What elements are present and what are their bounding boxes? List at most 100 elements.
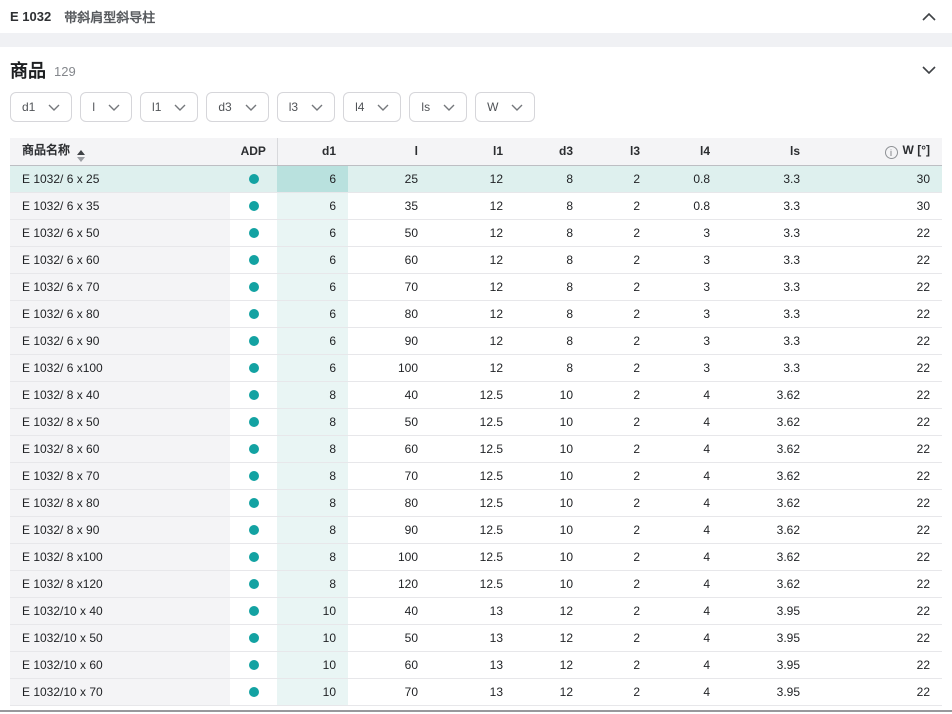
- filter-chip-label: W: [487, 100, 498, 114]
- product-row[interactable]: E 1032/ 6 x1006100128233.322: [10, 354, 942, 381]
- filter-chip-d1[interactable]: d1: [10, 92, 72, 122]
- product-row[interactable]: E 1032/ 6 x 90690128233.322: [10, 327, 942, 354]
- product-name-cell[interactable]: E 1032/ 6 x 80: [10, 300, 230, 327]
- l1-value-cell: 13: [430, 624, 515, 651]
- product-name-cell[interactable]: E 1032/ 6 x 35: [10, 192, 230, 219]
- l4-value-cell: 0.8: [652, 192, 722, 219]
- product-row[interactable]: E 1032/ 8 x 6086012.510243.6222: [10, 435, 942, 462]
- product-row[interactable]: E 1032/10 x 6010601312243.9522: [10, 651, 942, 678]
- filter-chip-l1[interactable]: l1: [140, 92, 198, 122]
- product-name-cell[interactable]: E 1032/ 8 x 90: [10, 516, 230, 543]
- product-name-cell[interactable]: E 1032/ 8 x 40: [10, 381, 230, 408]
- product-name-cell[interactable]: E 1032/10 x 70: [10, 678, 230, 705]
- l-value-cell: 50: [348, 624, 430, 651]
- product-row[interactable]: E 1032/ 6 x 60660128233.322: [10, 246, 942, 273]
- filter-chip-ls[interactable]: ls: [409, 92, 467, 122]
- l3-value-cell: 2: [585, 192, 652, 219]
- product-row[interactable]: E 1032/10 x 4010401312243.9522: [10, 597, 942, 624]
- l-value-cell: 35: [348, 192, 430, 219]
- product-name-cell[interactable]: E 1032/ 6 x 70: [10, 273, 230, 300]
- l4-value-cell: 0.8: [652, 165, 722, 192]
- product-name-cell[interactable]: E 1032/ 8 x 80: [10, 489, 230, 516]
- adp-cell: [230, 651, 277, 678]
- collapse-section-button[interactable]: [920, 64, 938, 76]
- w-value-cell: 22: [812, 219, 942, 246]
- product-name-cell[interactable]: E 1032/ 8 x 70: [10, 462, 230, 489]
- ls-value-cell: 3.3: [722, 219, 812, 246]
- product-name-cell[interactable]: E 1032/10 x 60: [10, 651, 230, 678]
- l1-value-cell: 12: [430, 219, 515, 246]
- collapse-group-button[interactable]: [920, 11, 938, 23]
- l4-value-cell: 4: [652, 570, 722, 597]
- product-row[interactable]: E 1032/ 6 x 70670128233.322: [10, 273, 942, 300]
- ls-value-cell: 3.3: [722, 300, 812, 327]
- availability-dot-icon: [249, 552, 259, 562]
- d3-value-cell: 8: [515, 246, 585, 273]
- ls-value-cell: 3.3: [722, 246, 812, 273]
- d1-value-cell: 8: [277, 516, 348, 543]
- l1-value-cell: 12.5: [430, 570, 515, 597]
- d1-value-cell: 8: [277, 408, 348, 435]
- l-value-cell: 70: [348, 678, 430, 705]
- d3-value-cell: 12: [515, 651, 585, 678]
- product-name-cell[interactable]: E 1032/ 6 x100: [10, 354, 230, 381]
- product-row[interactable]: E 1032/ 8 x100810012.510243.6222: [10, 543, 942, 570]
- table-header-row: 商品名称 ADP d1 l l1 d3 l3 l4 ls iW [°]: [10, 138, 942, 165]
- l3-value-cell: 2: [585, 327, 652, 354]
- info-icon[interactable]: i: [885, 146, 898, 159]
- product-name-cell[interactable]: E 1032/ 8 x120: [10, 570, 230, 597]
- filter-chip-W[interactable]: W: [475, 92, 535, 122]
- product-row[interactable]: E 1032/ 6 x 50650128233.322: [10, 219, 942, 246]
- sort-icon[interactable]: [77, 150, 85, 162]
- product-name-cell[interactable]: E 1032/ 8 x 50: [10, 408, 230, 435]
- product-row[interactable]: E 1032/ 8 x 8088012.510243.6222: [10, 489, 942, 516]
- col-header-name[interactable]: 商品名称: [10, 138, 230, 165]
- product-name-cell[interactable]: E 1032/ 8 x 60: [10, 435, 230, 462]
- product-name-cell[interactable]: E 1032/ 8 x100: [10, 543, 230, 570]
- d3-value-cell: 8: [515, 165, 585, 192]
- l4-value-cell: 4: [652, 516, 722, 543]
- d1-value-cell: 6: [277, 273, 348, 300]
- ls-value-cell: 3.3: [722, 273, 812, 300]
- d1-value-cell: 6: [277, 354, 348, 381]
- product-name-cell[interactable]: E 1032/ 6 x 60: [10, 246, 230, 273]
- product-row[interactable]: E 1032/ 6 x 2562512820.83.330: [10, 165, 942, 192]
- product-row[interactable]: E 1032/ 8 x 9089012.510243.6222: [10, 516, 942, 543]
- product-name-cell[interactable]: E 1032/ 6 x 90: [10, 327, 230, 354]
- product-name-cell[interactable]: E 1032/ 6 x 25: [10, 165, 230, 192]
- product-name-cell[interactable]: E 1032/ 6 x 50: [10, 219, 230, 246]
- product-row[interactable]: E 1032/10 x 5010501312243.9522: [10, 624, 942, 651]
- product-row[interactable]: E 1032/ 6 x 3563512820.83.330: [10, 192, 942, 219]
- l3-value-cell: 2: [585, 381, 652, 408]
- l3-value-cell: 2: [585, 435, 652, 462]
- filter-chip-l[interactable]: l: [80, 92, 132, 122]
- product-row[interactable]: E 1032/ 8 x120812012.510243.6222: [10, 570, 942, 597]
- l1-value-cell: 12: [430, 246, 515, 273]
- product-row[interactable]: E 1032/ 6 x 80680128233.322: [10, 300, 942, 327]
- filter-chip-label: d3: [218, 100, 231, 114]
- product-row[interactable]: E 1032/ 8 x 7087012.510243.6222: [10, 462, 942, 489]
- d1-value-cell: 6: [277, 246, 348, 273]
- product-name-cell[interactable]: E 1032/10 x 50: [10, 624, 230, 651]
- product-group-header[interactable]: E 1032 带斜肩型斜导柱: [0, 0, 952, 33]
- availability-dot-icon: [249, 498, 259, 508]
- product-row[interactable]: E 1032/ 8 x 4084012.510243.6222: [10, 381, 942, 408]
- l1-value-cell: 13: [430, 597, 515, 624]
- ls-value-cell: 3.95: [722, 678, 812, 705]
- l-value-cell: 80: [348, 300, 430, 327]
- filter-chip-d3[interactable]: d3: [206, 92, 268, 122]
- product-row[interactable]: E 1032/10 x 7010701312243.9522: [10, 678, 942, 705]
- availability-dot-icon: [249, 363, 259, 373]
- filter-chip-l4[interactable]: l4: [343, 92, 401, 122]
- d3-value-cell: 12: [515, 624, 585, 651]
- filter-chip-l3[interactable]: l3: [277, 92, 335, 122]
- l-value-cell: 60: [348, 246, 430, 273]
- w-value-cell: 22: [812, 354, 942, 381]
- chevron-down-icon: [48, 104, 60, 111]
- l1-value-cell: 12.5: [430, 435, 515, 462]
- product-name-cell[interactable]: E 1032/10 x 40: [10, 597, 230, 624]
- l4-value-cell: 3: [652, 354, 722, 381]
- chevron-down-icon: [377, 104, 389, 111]
- ls-value-cell: 3.3: [722, 192, 812, 219]
- product-row[interactable]: E 1032/ 8 x 5085012.510243.6222: [10, 408, 942, 435]
